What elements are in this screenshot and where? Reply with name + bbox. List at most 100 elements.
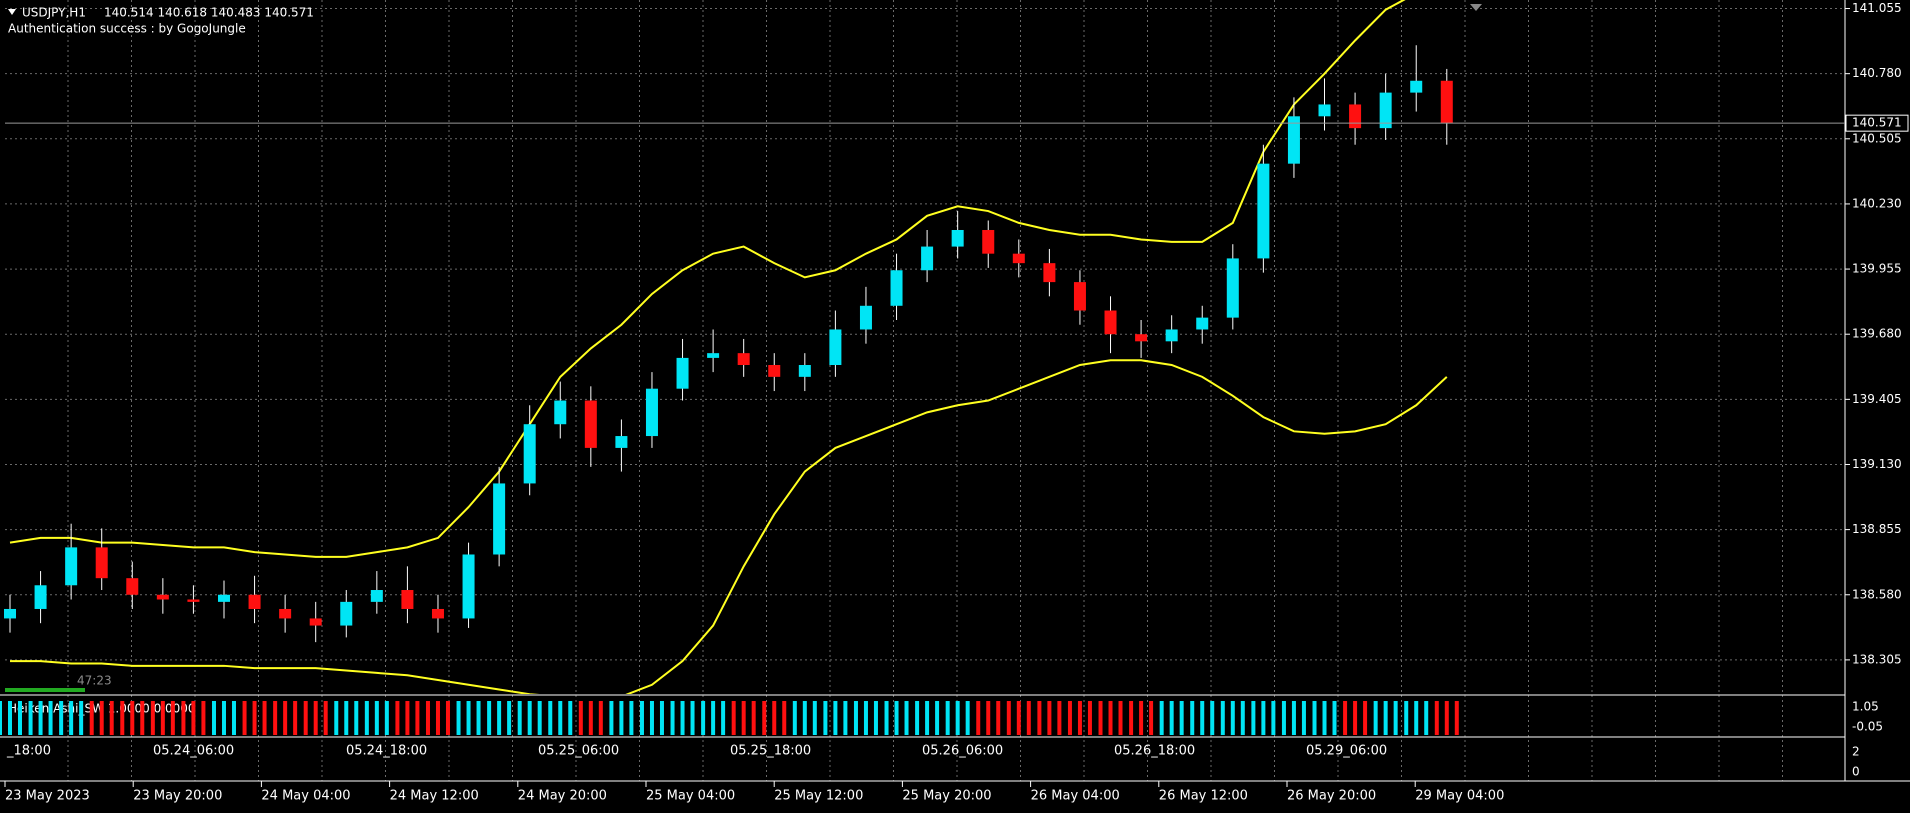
candle-body bbox=[1410, 80, 1423, 93]
signal-bar bbox=[527, 701, 532, 735]
signal-bar bbox=[751, 701, 756, 735]
candle-body bbox=[279, 608, 292, 619]
signal-bar bbox=[150, 701, 155, 735]
time-label: 25 May 20:00 bbox=[902, 789, 991, 804]
signal-bar bbox=[1129, 701, 1134, 735]
signal-bar bbox=[1047, 701, 1052, 735]
time-label: 29 May 04:00 bbox=[1415, 789, 1504, 804]
candle-body bbox=[676, 357, 689, 389]
signal-bar bbox=[1098, 701, 1103, 735]
signal-bar bbox=[1404, 701, 1409, 735]
time-label: 05.26_18:00 bbox=[1114, 744, 1195, 759]
candle-body bbox=[890, 270, 903, 306]
timer: 47:23 bbox=[77, 674, 112, 688]
signal-bar bbox=[670, 701, 675, 735]
signal-bar bbox=[18, 701, 22, 735]
y-tick-label: 139.955 bbox=[1852, 262, 1902, 276]
signal-bar bbox=[140, 701, 145, 735]
signal-bar bbox=[1332, 701, 1337, 735]
time-label: 25 May 04:00 bbox=[646, 789, 735, 804]
signal-bar bbox=[762, 701, 767, 735]
y-tick-label: 138.855 bbox=[1852, 522, 1902, 536]
candle-body bbox=[65, 547, 78, 586]
signal-bar bbox=[211, 701, 216, 735]
signal-bar bbox=[711, 701, 716, 735]
candle-body bbox=[187, 599, 200, 602]
signal-bar bbox=[1251, 701, 1256, 735]
signal-bar bbox=[283, 701, 288, 735]
signal-bar bbox=[802, 701, 807, 735]
signal-bar bbox=[28, 701, 33, 735]
signal-bar bbox=[772, 701, 777, 735]
y-tick-label: 140.780 bbox=[1852, 66, 1902, 80]
signal-bar bbox=[1343, 701, 1348, 735]
candle-body bbox=[370, 590, 383, 602]
signal-bar bbox=[160, 701, 165, 735]
signal-bar bbox=[221, 701, 226, 735]
candle-body bbox=[217, 594, 230, 602]
signal-bar bbox=[1240, 701, 1245, 735]
time-label: 23 May 20:00 bbox=[133, 789, 222, 804]
candle-body bbox=[493, 483, 506, 555]
signal-bar bbox=[435, 701, 440, 735]
y-tick-label: 139.130 bbox=[1852, 457, 1902, 471]
signal-bar bbox=[415, 701, 420, 735]
y-tick-label: 141.055 bbox=[1852, 1, 1902, 15]
candle-body bbox=[1012, 253, 1025, 264]
candle-body bbox=[737, 353, 750, 366]
sub-panel-label: 0 bbox=[1852, 765, 1860, 779]
time-label: 05.24_06:00 bbox=[153, 744, 234, 759]
candle-body bbox=[309, 618, 322, 626]
signal-bar bbox=[395, 701, 400, 735]
signal-bar bbox=[935, 701, 940, 735]
candle-body bbox=[707, 353, 720, 358]
candle-body bbox=[1287, 116, 1300, 164]
signal-bar bbox=[374, 701, 379, 735]
candle-body bbox=[859, 305, 872, 330]
signal-bar bbox=[996, 701, 1001, 735]
signal-bar bbox=[680, 701, 685, 735]
signal-bar bbox=[731, 701, 736, 735]
signal-bar bbox=[701, 701, 706, 735]
shift-marker bbox=[1470, 4, 1482, 11]
signal-bar bbox=[578, 701, 583, 735]
time-label: 05.25_06:00 bbox=[538, 744, 619, 759]
signal-bar bbox=[1434, 701, 1439, 735]
candle-body bbox=[798, 365, 811, 377]
signal-bar bbox=[8, 701, 12, 735]
signal-bar bbox=[425, 701, 430, 735]
signal-bar bbox=[231, 701, 236, 735]
signal-bar bbox=[191, 701, 196, 735]
signal-bar bbox=[986, 701, 991, 735]
candle-body bbox=[1349, 104, 1362, 129]
time-label: 26 May 20:00 bbox=[1287, 789, 1376, 804]
signal-bar bbox=[1414, 701, 1419, 735]
time-label: 05.26_06:00 bbox=[922, 744, 1003, 759]
signal-bar bbox=[853, 701, 858, 735]
candle-body bbox=[1165, 329, 1178, 342]
signal-bar bbox=[609, 701, 614, 735]
y-tick-label: 139.405 bbox=[1852, 392, 1902, 406]
symbol: USDJPY,H1 bbox=[22, 6, 86, 20]
candle-body bbox=[1196, 317, 1209, 330]
indicator-tick-label: -0.05 bbox=[1852, 720, 1883, 734]
grid bbox=[5, 0, 1845, 781]
signal-bar bbox=[1016, 701, 1021, 735]
signal-bar bbox=[823, 701, 828, 735]
signal-bar bbox=[976, 701, 981, 735]
y-tick-label: 140.505 bbox=[1852, 131, 1902, 145]
signal-bar bbox=[1271, 701, 1276, 735]
time-label: 24 May 04:00 bbox=[261, 789, 350, 804]
current-price-box bbox=[1845, 114, 1909, 132]
signal-bar bbox=[548, 701, 553, 735]
signal-bar bbox=[1322, 701, 1327, 735]
time-label: 23 May 2023 bbox=[5, 789, 90, 804]
signal-bar bbox=[833, 701, 838, 735]
signal-bar bbox=[945, 701, 950, 735]
time-label: _18:00 bbox=[6, 744, 51, 759]
signal-bar bbox=[782, 701, 787, 735]
signal-bar bbox=[262, 701, 267, 735]
signal-bar bbox=[588, 701, 593, 735]
signal-bar bbox=[925, 701, 930, 735]
signal-bar bbox=[170, 701, 175, 735]
